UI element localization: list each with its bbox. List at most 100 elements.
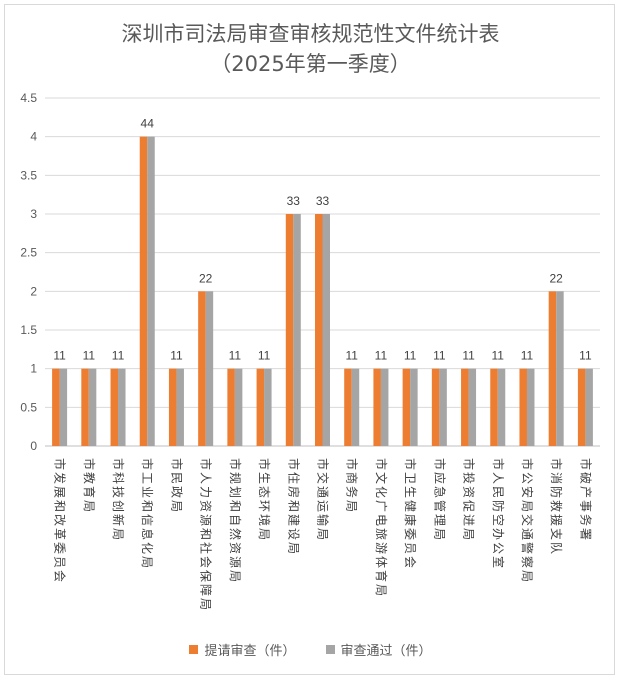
category-label-char: 支 <box>549 528 563 540</box>
category-label-char: 消 <box>549 472 563 484</box>
category-label-char: 应 <box>432 472 447 484</box>
category-label-char: 员 <box>53 556 67 568</box>
category-label-char: 局 <box>228 570 242 582</box>
bar-approved <box>380 368 389 446</box>
category-label-char: 建 <box>286 514 300 526</box>
bar-submitted <box>227 368 235 446</box>
bar-submitted <box>402 368 411 446</box>
category-label-char: 改 <box>53 514 67 526</box>
category-label-char: 察 <box>520 556 534 568</box>
category-label-char: 生 <box>403 486 417 498</box>
data-label: 11 <box>53 349 66 363</box>
category-label-char: 局 <box>111 528 125 540</box>
data-label: 22 <box>199 271 213 285</box>
category-label-char: 自 <box>228 514 242 526</box>
category-label-char: 技 <box>111 486 125 498</box>
data-label: 11 <box>83 349 96 363</box>
category-label-char: 防 <box>549 486 564 498</box>
category-label-char: 政 <box>169 486 183 498</box>
category-label-char: 民 <box>491 486 505 498</box>
category-label-char: 商 <box>345 472 360 484</box>
category-label-char: 局 <box>374 584 388 596</box>
legend-item-submitted: 提请审查（件） <box>189 640 296 659</box>
bar-approved <box>322 214 330 446</box>
category-label-char: 育 <box>374 570 389 582</box>
category-label-char: 市 <box>82 458 97 470</box>
bar-approved <box>234 368 243 446</box>
bar-approved <box>264 368 272 446</box>
category-label-char: 创 <box>111 500 125 512</box>
category-label-char: 局 <box>140 556 154 568</box>
category-label-char: 援 <box>549 514 563 526</box>
category-label-char: 和 <box>228 500 242 512</box>
category-label-char: 产 <box>578 486 592 498</box>
category-label-char: 务 <box>345 486 360 498</box>
bar-submitted <box>344 368 352 446</box>
category-label-char: 和 <box>286 500 300 512</box>
chart-subtitle: （2025年第一季度） <box>210 52 411 76</box>
category-label-char: 交 <box>520 514 535 526</box>
category-label-char: 市 <box>403 458 418 470</box>
bar-submitted <box>52 368 60 446</box>
bar-approved <box>88 368 97 446</box>
bar-approved <box>439 368 447 446</box>
bar-submitted <box>548 291 557 446</box>
bar-submitted <box>431 368 440 446</box>
category-label-char: 市 <box>228 458 243 470</box>
bar-approved <box>526 368 535 446</box>
category-label-char: 源 <box>199 514 213 526</box>
category-label-char: 进 <box>462 514 476 526</box>
category-label-char: 公 <box>520 472 534 484</box>
bar-approved <box>118 368 126 446</box>
category-label-char: 员 <box>403 542 417 554</box>
y-tick-label: 0 <box>30 439 37 453</box>
category-label-char: 署 <box>578 528 592 540</box>
chart-title: 深圳市司法局审查审核规范性文件统计表 <box>121 22 500 46</box>
category-label-char: 体 <box>374 556 388 568</box>
category-label-char: 和 <box>53 500 67 512</box>
category-label-char: 会 <box>53 570 67 582</box>
data-label: 11 <box>229 349 242 363</box>
category-label-char: 事 <box>578 500 592 512</box>
category-label-char: 通 <box>520 528 534 540</box>
y-tick-label: 3.5 <box>20 168 37 182</box>
category-label-char: 市 <box>345 458 360 470</box>
bar-submitted <box>110 368 119 446</box>
bar-approved <box>585 368 593 446</box>
data-label: 44 <box>141 117 155 131</box>
category-label-char: 市 <box>169 458 184 470</box>
y-tick-label: 4.5 <box>20 91 37 105</box>
category-label-char: 规 <box>228 472 243 484</box>
bar-approved <box>293 214 301 446</box>
category-label-char: 局 <box>345 500 359 512</box>
category-label-char: 卫 <box>403 472 417 484</box>
category-label-char: 安 <box>520 486 535 498</box>
category-label-char: 运 <box>316 500 330 512</box>
data-label: 33 <box>316 194 330 208</box>
category-label-char: 局 <box>286 542 300 554</box>
y-tick-label: 2.5 <box>20 246 37 260</box>
category-label-char: 新 <box>111 514 126 526</box>
category-label-char: 队 <box>549 542 564 554</box>
category-label-char: 广 <box>374 500 388 512</box>
category-label-char: 康 <box>403 514 418 526</box>
category-label-char: 局 <box>169 500 183 512</box>
bar-approved <box>59 368 68 446</box>
category-label-char: 旅 <box>374 528 388 540</box>
category-label-char: 信 <box>140 514 154 526</box>
bar-submitted <box>285 214 294 446</box>
category-label-char: 态 <box>257 486 271 498</box>
y-tick-label: 4 <box>30 130 37 144</box>
category-label-char: 会 <box>199 556 213 568</box>
